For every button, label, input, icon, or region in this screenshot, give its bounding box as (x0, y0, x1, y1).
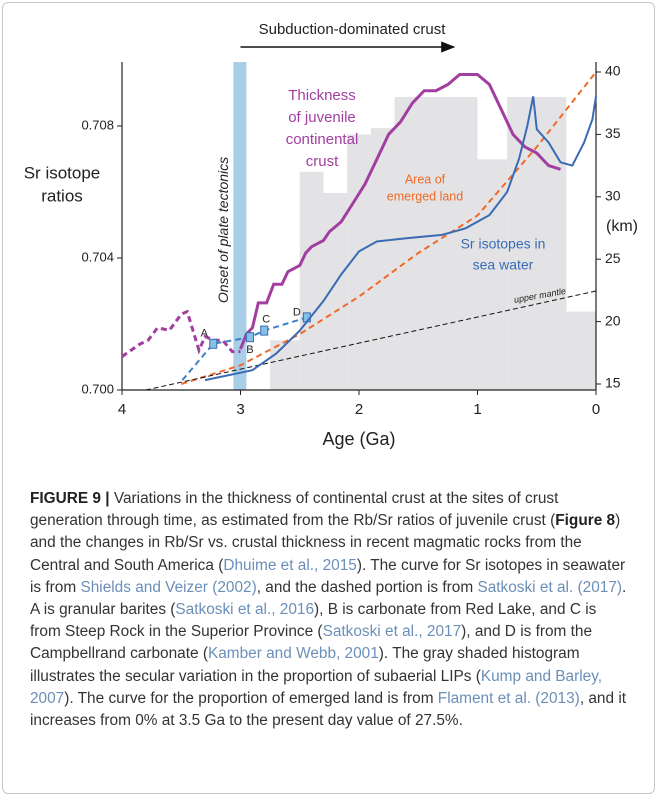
point-label: A (201, 328, 209, 340)
caption-link[interactable]: Satkoski et al., 2017 (322, 623, 462, 641)
caption-plain: . A is granular barites ( (30, 578, 627, 619)
y2-tick-label: 15 (605, 375, 621, 391)
caption-link[interactable]: Kump and Barley, 2007 (30, 667, 603, 707)
y2-tick-label: 25 (605, 250, 621, 266)
x-tick-label: 4 (118, 401, 126, 418)
caption-plain: ) and the changes in Rb/Sr vs. crustal t… (30, 512, 621, 574)
series-label: continental (286, 131, 359, 148)
histogram-bar (270, 340, 300, 390)
caption-link[interactable]: Satkoski et al. (2017) (477, 578, 623, 596)
caption-plain: ), and D is from the Campbellrand carbon… (30, 623, 593, 663)
x-axis-label: Age (Ga) (322, 429, 395, 449)
series-label: Sr isotopes in (461, 236, 546, 252)
caption-link[interactable]: Flament et al. (2013) (437, 689, 580, 707)
y-tick-label: 0.700 (81, 381, 114, 396)
caption-plain: , and it increases from 0% at 3.5 Ga to … (30, 689, 627, 730)
caption-plain: ), B is carbonate from Red Lake, and C i… (30, 601, 597, 641)
caption-link[interactable]: Satkoski et al., 2016 (175, 601, 315, 619)
figure-caption: FIGURE 9 | Variations in the thickness o… (30, 488, 630, 732)
series-label: Thickness (288, 87, 356, 104)
histogram-bar (477, 159, 508, 390)
y2-tick-label: 20 (605, 312, 621, 328)
histogram-bar (370, 128, 395, 390)
histogram-bar (347, 134, 371, 390)
caption-plain: ). The curve for the proportion of emerg… (64, 689, 438, 707)
caption-plain: ). The curve for Sr isotopes in seawater… (30, 556, 626, 596)
series-line (180, 71, 597, 385)
caption-bold: FIGURE 9 | (30, 490, 110, 507)
caption-link[interactable]: Kamber and Webb, 2001 (207, 645, 379, 663)
series-line (204, 96, 597, 382)
point-label: D (293, 306, 301, 318)
y2-tick-label: 35 (605, 125, 621, 141)
series-label: sea water (473, 257, 534, 273)
x-tick-label: 3 (236, 401, 244, 418)
x-tick-label: 1 (473, 401, 481, 418)
histogram-bar (323, 193, 348, 390)
caption-link[interactable]: Shields and Veizer (2002) (80, 578, 257, 596)
caption-link[interactable]: Dhuime et al., 2015 (223, 556, 357, 574)
y2-tick-label: 40 (605, 63, 621, 79)
series-label: of juvenile (288, 109, 356, 126)
histogram-bar (299, 171, 324, 390)
y-tick-label: 0.708 (81, 117, 114, 132)
x-tick-label: 2 (355, 401, 363, 418)
caption-plain: ). The gray shaded histogram illustrates… (30, 645, 580, 685)
sample-point (260, 325, 269, 336)
y-axis-label: ratios (41, 186, 83, 205)
series-label: crust (306, 153, 339, 170)
y2-tick-label: 30 (605, 187, 621, 203)
point-label: B (246, 344, 253, 356)
series-line (121, 309, 241, 358)
point-label: C (262, 314, 270, 326)
x-tick-label: 0 (592, 401, 600, 418)
series-line (239, 73, 561, 350)
onset-label: Onset of plate tectonics (215, 157, 231, 303)
y-tick-label: 0.704 (81, 249, 114, 264)
chart: Onset of plate tectonics 4 3 2 1 0 0.700 0.704 0… (24, 21, 638, 449)
histogram-bar (394, 96, 478, 391)
series-line (145, 290, 597, 391)
y-axis-label: Sr isotope (24, 163, 101, 182)
caption-bold: Figure 8 (555, 512, 616, 530)
series-label: emerged land (387, 189, 463, 203)
sample-point (209, 338, 218, 349)
sample-point (245, 332, 254, 343)
series-label: Area of (405, 172, 446, 186)
onset-band (233, 62, 247, 390)
caption-plain: , and the dashed portion is from (256, 578, 478, 596)
caption-plain: Variations in the thickness of continent… (30, 490, 559, 530)
y2-axis-label: (km) (606, 218, 638, 235)
histogram-bar (566, 311, 596, 390)
chart-title: Subduction-dominated crust (259, 21, 447, 38)
